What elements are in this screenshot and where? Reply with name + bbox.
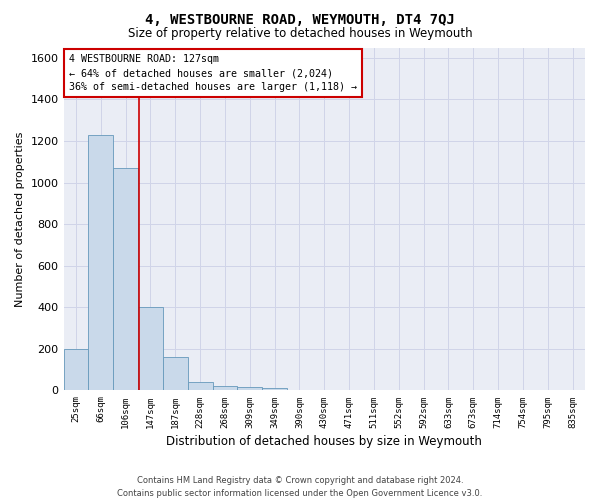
Y-axis label: Number of detached properties: Number of detached properties xyxy=(15,132,25,306)
Bar xyxy=(113,168,138,390)
Text: Contains HM Land Registry data © Crown copyright and database right 2024.
Contai: Contains HM Land Registry data © Crown c… xyxy=(118,476,482,498)
Bar xyxy=(138,308,163,390)
Text: 4 WESTBOURNE ROAD: 127sqm
← 64% of detached houses are smaller (2,024)
36% of se: 4 WESTBOURNE ROAD: 127sqm ← 64% of detac… xyxy=(69,54,357,92)
Bar xyxy=(262,388,287,390)
Bar xyxy=(212,386,238,390)
Bar xyxy=(238,388,262,390)
Bar xyxy=(88,135,113,390)
X-axis label: Distribution of detached houses by size in Weymouth: Distribution of detached houses by size … xyxy=(166,434,482,448)
Bar xyxy=(163,357,188,390)
Bar xyxy=(188,382,212,390)
Text: 4, WESTBOURNE ROAD, WEYMOUTH, DT4 7QJ: 4, WESTBOURNE ROAD, WEYMOUTH, DT4 7QJ xyxy=(145,12,455,26)
Bar xyxy=(64,349,88,391)
Text: Size of property relative to detached houses in Weymouth: Size of property relative to detached ho… xyxy=(128,28,472,40)
